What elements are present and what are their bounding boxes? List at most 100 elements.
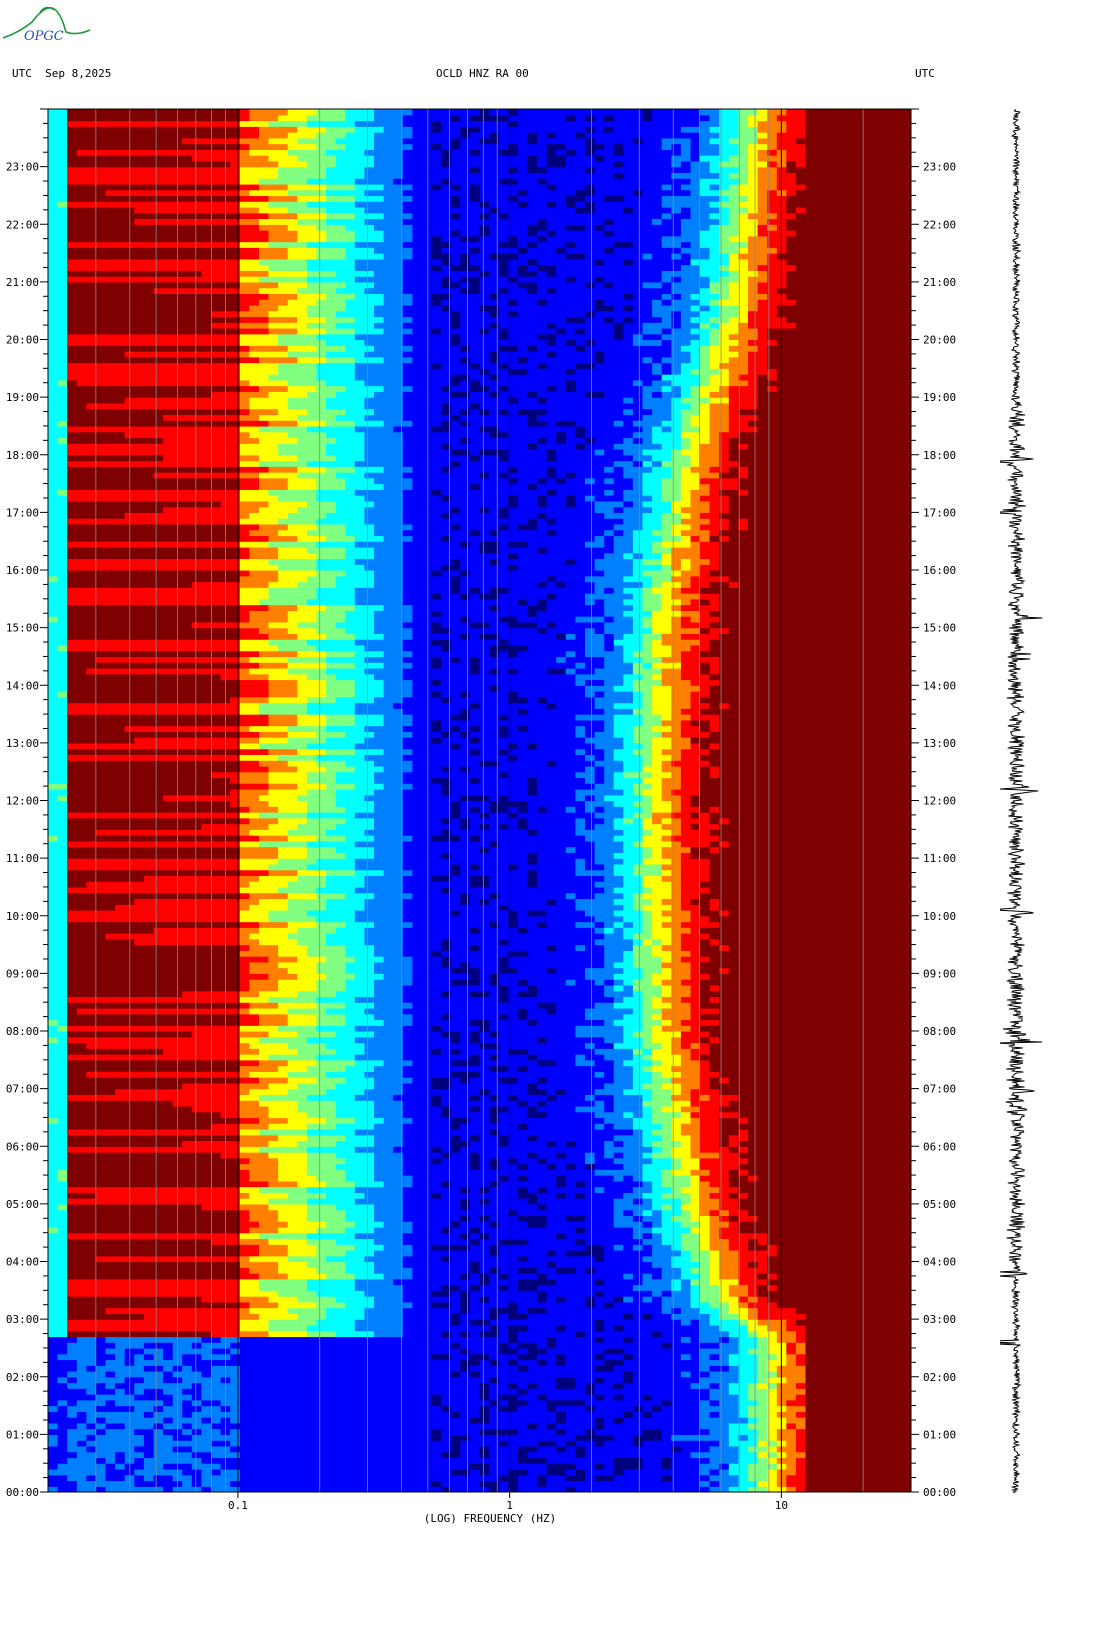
spectrogram-cell [853,1198,864,1205]
spectrogram-cell [508,1388,519,1395]
spectrogram-cell [556,1394,567,1401]
spectrogram-cell [402,1255,413,1263]
spectrogram-cell [728,1388,739,1395]
spectrogram-cell [239,1417,250,1424]
spectrogram-cell [489,1371,500,1378]
spectrogram-cell [757,1307,768,1314]
spectrogram-cell [680,1330,692,1338]
spectrogram-cell [671,1336,682,1343]
spectrogram-cell [143,1434,155,1441]
spectrogram-cell [422,1215,433,1222]
spectrogram-cell [795,1290,807,1297]
spectrogram-cell [316,1405,327,1412]
spectrogram-cell [805,1307,816,1314]
spectrogram-cell [441,1469,452,1476]
spectrogram-cell [546,1486,557,1492]
spectrogram-cell [652,1313,663,1320]
spectrogram-cell [335,1221,346,1228]
spectrogram-cell [508,1399,519,1407]
spectrogram-cell [853,1301,864,1309]
spectrogram-cell [757,1198,768,1205]
spectrogram-cell [211,1238,222,1245]
spectrogram-cell [757,1445,768,1453]
spectrogram-cell [393,1324,404,1332]
spectrogram-cell [604,1336,615,1343]
spectrogram-cell [95,1353,107,1361]
spectrogram-cell [728,1250,739,1257]
spectrogram-cell [489,1469,500,1476]
spectrogram-cell [700,1463,711,1470]
spectrogram-cell [383,1336,394,1343]
spectrogram-cell [479,1175,490,1182]
spectrogram-cell [460,1336,471,1343]
spectrogram-cell [680,1238,692,1245]
spectrogram-cell [230,1457,241,1464]
spectrogram-cell [191,1319,202,1326]
spectrogram-cell [479,1451,490,1459]
spectrogram-cell [508,1203,519,1211]
spectrogram-cell [143,1169,155,1176]
spectrogram-cell [738,1347,749,1355]
spectrogram-cell [479,1388,490,1395]
spectrogram-cell [450,1203,461,1211]
spectrogram-cell [901,1261,911,1268]
spectrogram-cell [489,1232,500,1240]
spectrogram-cell [815,1365,826,1372]
spectrogram-cell [134,1301,145,1309]
spectrogram-cell [748,1273,759,1280]
spectrogram-cell [632,1261,644,1268]
spectrogram-cell [479,1324,490,1332]
spectrogram-cell [748,1278,759,1286]
spectrogram-cell [537,1296,548,1303]
spectrogram-cell [575,1238,586,1245]
spectrogram-cell [508,1428,519,1435]
spectrogram-cell [604,1365,615,1372]
spectrogram-cell [613,1284,624,1291]
spectrogram-cell [498,1290,509,1297]
spectrogram-cell [239,1238,250,1245]
spectrogram-cell [316,1417,327,1424]
spectrogram-cell [642,1451,653,1459]
spectrogram-cell [105,1169,116,1176]
spectrogram-cell [719,1301,730,1309]
header-utc-right: UTC [915,67,935,80]
spectrogram-cell [383,1480,394,1487]
spectrogram-cell [517,1411,529,1418]
spectrogram-cell [690,1463,701,1470]
spectrogram-cell [115,1469,126,1476]
spectrogram-cell [201,1244,212,1251]
spectrogram-cell [661,1192,672,1199]
spectrogram-cell [95,1250,107,1257]
spectrogram-cell [326,1399,337,1407]
spectrogram-cell [613,1296,624,1303]
spectrogram-cell [517,1330,529,1338]
spectrogram-cell [374,1405,385,1412]
spectrogram-cell [613,1307,624,1314]
spectrogram-cell [719,1359,730,1366]
spectrogram-cell [843,1186,855,1193]
spectrogram-cell [719,1376,730,1384]
spectrogram-cell [211,1273,222,1280]
spectrogram-cell [479,1209,490,1216]
spectrogram-cell [306,1221,318,1228]
spectrogram-cell [86,1469,97,1476]
spectrogram-cell [143,1445,155,1453]
spectrogram-cell [306,1175,318,1182]
spectrogram-cell [115,1255,126,1263]
spectrogram-cell [882,1480,893,1487]
spectrogram-cell [441,1411,452,1418]
spectrogram-cell [489,1192,500,1199]
spectrogram-cell [374,1273,385,1280]
spectrogram-cell [402,1186,413,1193]
spectrogram-cell [901,1336,911,1343]
spectrogram-cell [211,1347,222,1355]
spectrogram-cell [76,1347,87,1355]
spectrogram-cell [163,1284,174,1291]
spectrogram-cell [728,1186,739,1193]
spectrogram-cell [709,1474,720,1482]
spectrogram-cell [901,1411,911,1418]
spectrogram-cell [95,1474,107,1482]
spectrogram-cell [843,1405,855,1412]
spectrogram-cell [872,1273,883,1280]
spectrogram-cell [604,1175,615,1182]
